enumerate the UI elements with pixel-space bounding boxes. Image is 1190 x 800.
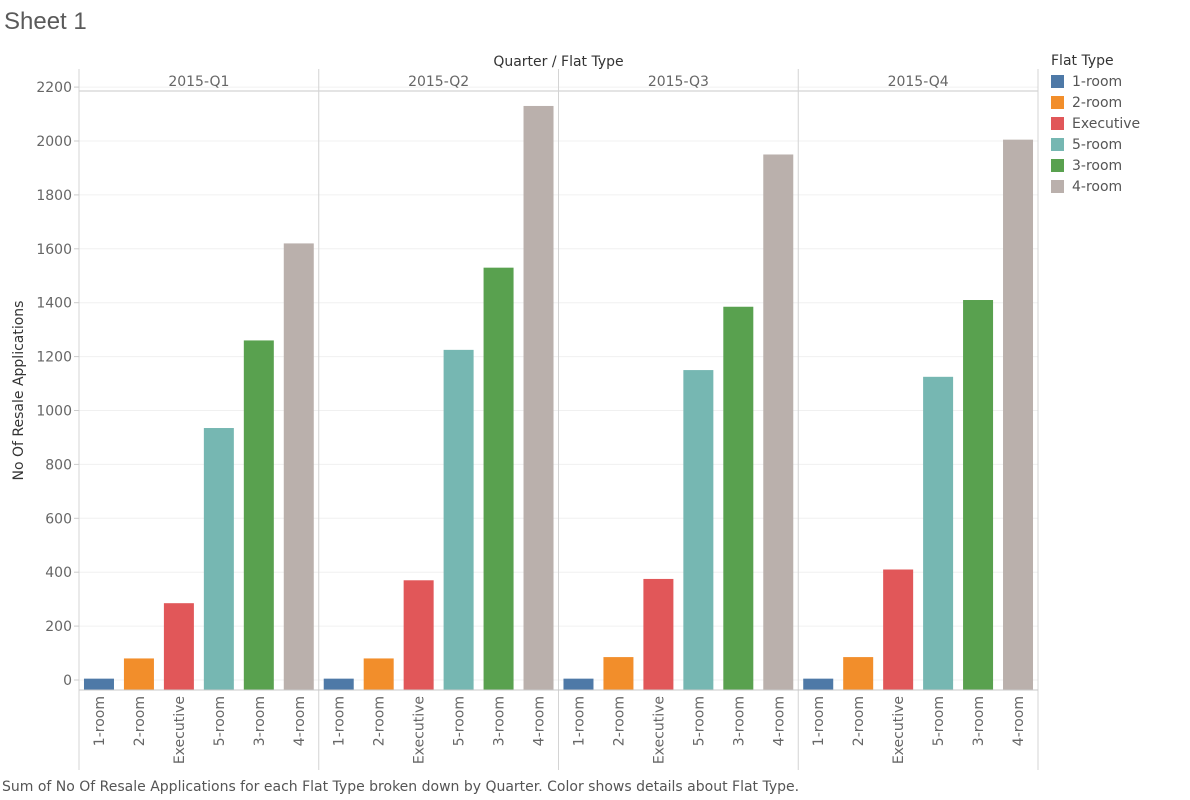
- y-tick-label: 600: [45, 511, 72, 527]
- panel-label: 2015-Q4: [888, 74, 949, 90]
- legend-item[interactable]: 5-room: [1051, 134, 1140, 155]
- column-header: Quarter / Flat Type: [493, 54, 623, 70]
- category-label: 4-room: [1011, 696, 1027, 746]
- category-label: Executive: [651, 696, 667, 764]
- bar: [803, 678, 834, 690]
- legend-swatch: [1051, 138, 1064, 151]
- bar: [883, 569, 914, 690]
- legend-swatch: [1051, 96, 1064, 109]
- legend-item[interactable]: 4-room: [1051, 176, 1140, 197]
- legend-item[interactable]: Executive: [1051, 113, 1140, 134]
- category-label: 2-room: [132, 696, 148, 746]
- bar: [603, 657, 634, 690]
- y-tick-label: 0: [63, 673, 72, 689]
- category-label: 3-room: [252, 696, 268, 746]
- bar: [363, 658, 394, 690]
- y-tick-label: 800: [45, 457, 72, 473]
- panel-label: 2015-Q1: [168, 74, 229, 90]
- legend-label: 2-room: [1072, 94, 1123, 111]
- category-label: 1-room: [571, 696, 587, 746]
- legend-label: 3-room: [1072, 157, 1123, 174]
- category-label: 3-room: [492, 696, 508, 746]
- bar: [643, 578, 674, 690]
- category-label: 2-room: [611, 696, 627, 746]
- legend-item[interactable]: 1-room: [1051, 71, 1140, 92]
- bar: [123, 658, 154, 690]
- bar: [723, 306, 754, 690]
- legend-item[interactable]: 2-room: [1051, 92, 1140, 113]
- category-label: 3-room: [971, 696, 987, 746]
- bar: [483, 267, 514, 690]
- legend-label: 5-room: [1072, 136, 1123, 153]
- category-label: 5-room: [212, 696, 228, 746]
- bar: [243, 340, 274, 690]
- legend-swatch: [1051, 180, 1064, 193]
- y-tick-label: 2000: [36, 134, 72, 150]
- sheet-title: Sheet 1: [4, 8, 87, 35]
- legend-swatch: [1051, 75, 1064, 88]
- footnote: Sum of No Of Resale Applications for eac…: [2, 779, 800, 795]
- category-label: 2-room: [851, 696, 867, 746]
- bar: [203, 428, 234, 690]
- bar: [163, 603, 194, 690]
- legend: Flat Type 1-room 2-room Executive 5-room 3-r…: [1051, 53, 1140, 197]
- category-label: Executive: [412, 696, 428, 764]
- category-label: 1-room: [92, 696, 108, 746]
- bar: [83, 678, 114, 690]
- panel-label: 2015-Q2: [408, 74, 469, 90]
- category-label: Executive: [891, 696, 907, 764]
- category-label: Executive: [172, 696, 188, 764]
- legend-title: Flat Type: [1051, 53, 1114, 69]
- y-tick-label: 200: [45, 619, 72, 635]
- bar-chart: Quarter / Flat Type 2015-Q1 2015-Q2 2015-Q3…: [11, 54, 1039, 770]
- bar: [403, 580, 434, 690]
- category-label: 5-room: [691, 696, 707, 746]
- category-label: 4-room: [532, 696, 548, 746]
- category-label: 1-room: [811, 696, 827, 746]
- category-label: 4-room: [292, 696, 308, 746]
- legend-swatch: [1051, 117, 1064, 130]
- bar: [763, 154, 794, 691]
- category-label: 5-room: [931, 696, 947, 746]
- legend-swatch: [1051, 159, 1064, 172]
- bar: [563, 678, 594, 690]
- y-tick-label: 1600: [36, 242, 72, 258]
- category-label: 1-room: [332, 696, 348, 746]
- y-tick-label: 2200: [36, 80, 72, 96]
- y-tick-label: 400: [45, 565, 72, 581]
- bar: [443, 349, 474, 690]
- bar: [1003, 139, 1034, 691]
- legend-label: 4-room: [1072, 178, 1123, 195]
- y-tick-label: 1200: [36, 350, 72, 366]
- legend-item[interactable]: 3-room: [1051, 155, 1140, 176]
- legend-label: Executive: [1072, 115, 1141, 132]
- bar: [683, 370, 714, 690]
- bar: [843, 657, 874, 690]
- category-label: 5-room: [452, 696, 468, 746]
- category-label: 4-room: [771, 696, 787, 746]
- y-tick-label: 1000: [36, 404, 72, 420]
- legend-label: 1-room: [1072, 73, 1123, 90]
- bar: [323, 678, 354, 690]
- bar: [963, 300, 994, 690]
- y-tick-label: 1800: [36, 188, 72, 204]
- bar: [523, 105, 554, 691]
- category-label: 2-room: [372, 696, 388, 746]
- category-label: 3-room: [731, 696, 747, 746]
- y-axis-title: No Of Resale Applications: [11, 301, 27, 481]
- bar: [923, 376, 954, 690]
- panel-label: 2015-Q3: [648, 74, 709, 90]
- y-tick-label: 1400: [36, 296, 72, 312]
- bar: [283, 243, 314, 690]
